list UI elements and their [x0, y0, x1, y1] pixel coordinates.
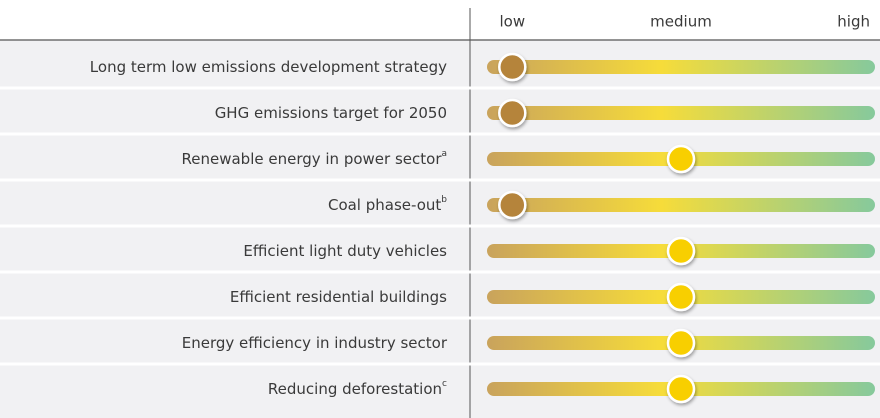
row-label-text: Efficient light duty vehicles: [243, 242, 447, 260]
rating-dot: [666, 236, 696, 266]
x-tick-label: high: [837, 13, 870, 31]
rating-dot: [498, 52, 527, 82]
rating-track: [487, 106, 875, 120]
footnote-marker: a: [441, 149, 447, 159]
row-label-text: Energy efficiency in industry sector: [182, 334, 448, 352]
x-tick-label: low: [499, 13, 525, 31]
row-label: Renewable energy in power sectora: [182, 149, 448, 168]
row-label: Long term low emissions development stra…: [90, 58, 447, 76]
row-label-text: Efficient residential buildings: [230, 288, 447, 306]
footnote-marker: c: [442, 379, 447, 389]
rating-dot: [498, 190, 527, 220]
rating-dot: [666, 282, 696, 312]
rating-dot: [666, 328, 696, 358]
row-label-text: Renewable energy in power sector: [182, 150, 443, 168]
footnote-marker: b: [441, 195, 447, 205]
rating-dot: [666, 374, 696, 404]
rating-track: [487, 198, 875, 212]
row-label: Coal phase-outb: [328, 195, 447, 214]
row-label: GHG emissions target for 2050: [215, 104, 447, 122]
table-background: [0, 40, 880, 418]
rating-track: [487, 60, 875, 74]
rating-dot: [498, 98, 527, 128]
row-label-text: Coal phase-out: [328, 196, 441, 214]
row-label: Efficient light duty vehicles: [243, 242, 447, 260]
row-label: Efficient residential buildings: [230, 288, 447, 306]
row-label: Reducing deforestationc: [268, 379, 447, 398]
row-label-text: Reducing deforestation: [268, 380, 442, 398]
row-label: Energy efficiency in industry sector: [182, 334, 448, 352]
row-label-text: Long term low emissions development stra…: [90, 58, 447, 76]
row-label-text: GHG emissions target for 2050: [215, 104, 447, 122]
rating-dot: [666, 144, 696, 174]
x-tick-label: medium: [650, 13, 712, 31]
